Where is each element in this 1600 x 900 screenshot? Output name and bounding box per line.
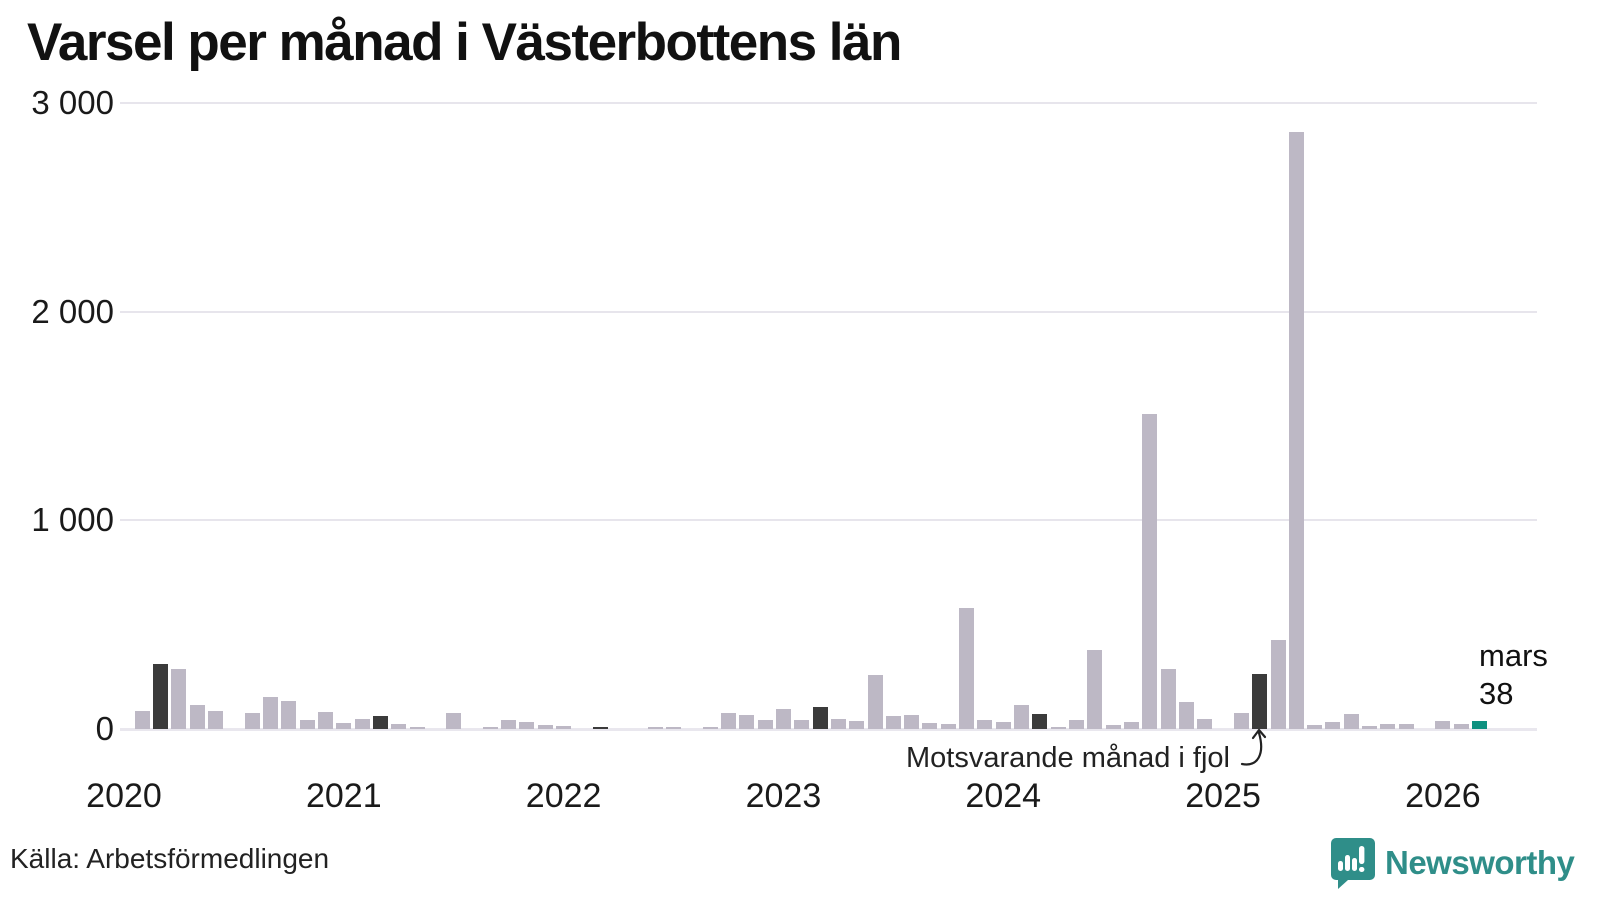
bar-2024-07 [1106,725,1121,729]
x-axis-label-2024: 2024 [965,777,1042,815]
bar-2025-04 [1271,640,1286,729]
bar-2025-06 [1307,725,1322,729]
annotation-arrow-icon [1240,728,1267,766]
bar-2026-03 [1472,721,1487,729]
bar-2020-09 [263,697,278,729]
bar-2021-09 [483,727,498,729]
bar-2022-10 [721,713,736,729]
bar-2022-11 [739,715,754,729]
bar-2024-04 [1051,727,1066,729]
bar-2024-09 [1142,414,1157,729]
bar-2021-04 [391,724,406,729]
bar-2020-11 [300,720,315,729]
gridline-0 [120,728,1537,731]
bar-2020-08 [245,713,260,729]
y-tick-label-2000: 2 000 [31,292,114,330]
bar-2022-01 [556,726,571,729]
bar-2025-10 [1380,724,1395,729]
x-axis-label-2023: 2023 [745,777,822,815]
bar-2025-08 [1344,714,1359,729]
bar-2024-01 [996,722,1011,729]
bar-2025-11 [1399,724,1414,729]
bar-2025-05 [1289,132,1304,729]
bar-2023-06 [868,675,883,729]
bar-2023-11 [959,608,974,729]
bar-2021-05 [410,727,425,729]
bar-2023-10 [941,724,956,729]
gridline-3000 [120,102,1537,105]
bar-2024-05 [1069,720,1084,729]
bar-2020-04 [171,669,186,729]
bar-2023-09 [922,723,937,729]
x-axis-label-2026: 2026 [1405,777,1481,815]
bar-2025-03 [1252,674,1267,729]
bar-2021-07 [446,713,461,729]
annotation-last-year-label: Motsvarande månad i fjol [906,742,1230,774]
bar-2020-03 [153,664,168,729]
bar-2022-12 [758,720,773,729]
bar-2020-05 [190,705,205,729]
bar-2021-03 [373,716,388,729]
bar-2022-06 [648,727,663,729]
bar-2024-03 [1032,714,1047,729]
bar-2024-08 [1124,722,1139,729]
bar-2022-09 [703,727,718,729]
source-label: Källa: Arbetsförmedlingen [10,843,330,874]
bar-2023-08 [904,715,919,729]
bar-2020-12 [318,712,333,729]
y-tick-label-3000: 3 000 [31,84,114,122]
bar-2024-11 [1179,702,1194,729]
bar-2026-02 [1454,724,1469,729]
bar-2023-03 [813,707,828,729]
bar-2021-01 [336,723,351,729]
bar-2024-12 [1197,719,1212,729]
current-month-name: mars [1479,638,1548,673]
bar-2021-10 [501,720,516,729]
x-axis-label-2022: 2022 [525,777,602,815]
bar-2022-07 [666,727,681,729]
bar-2024-06 [1087,650,1102,729]
newsworthy-logo-icon [1331,838,1375,889]
y-tick-label-1000: 1 000 [31,501,114,539]
bar-2024-10 [1161,669,1176,729]
bar-2023-05 [849,721,864,729]
y-tick-label-0: 0 [95,710,114,747]
brand-name: Newsworthy [1385,844,1575,881]
bar-2021-11 [519,722,534,729]
bar-2021-02 [355,719,370,729]
bar-2025-02 [1234,713,1249,729]
bar-2020-06 [208,711,223,729]
chart-title: Varsel per månad i Västerbottens län [27,13,902,72]
brand-logo: Newsworthy [1330,838,1575,889]
x-axis-label-2025: 2025 [1185,777,1261,815]
bar-2020-10 [281,701,296,729]
bar-2021-12 [538,725,553,729]
bar-2024-02 [1014,705,1029,729]
bar-2026-01 [1435,721,1450,729]
bar-2025-07 [1325,722,1340,729]
bar-2025-09 [1362,726,1377,729]
gridline-1000 [120,519,1537,522]
x-axis-label-2020: 2020 [86,777,162,815]
bar-2022-03 [593,727,608,729]
current-month-callout: mars 38 [1479,637,1548,713]
bar-2020-02 [135,711,150,729]
bar-2023-07 [886,716,901,729]
bar-2023-04 [831,719,846,729]
bar-2023-01 [776,709,791,729]
gridline-2000 [120,310,1537,313]
bar-2023-02 [794,720,809,729]
current-month-value: 38 [1479,676,1514,711]
x-axis-label-2021: 2021 [305,777,382,815]
bar-2023-12 [977,720,992,729]
